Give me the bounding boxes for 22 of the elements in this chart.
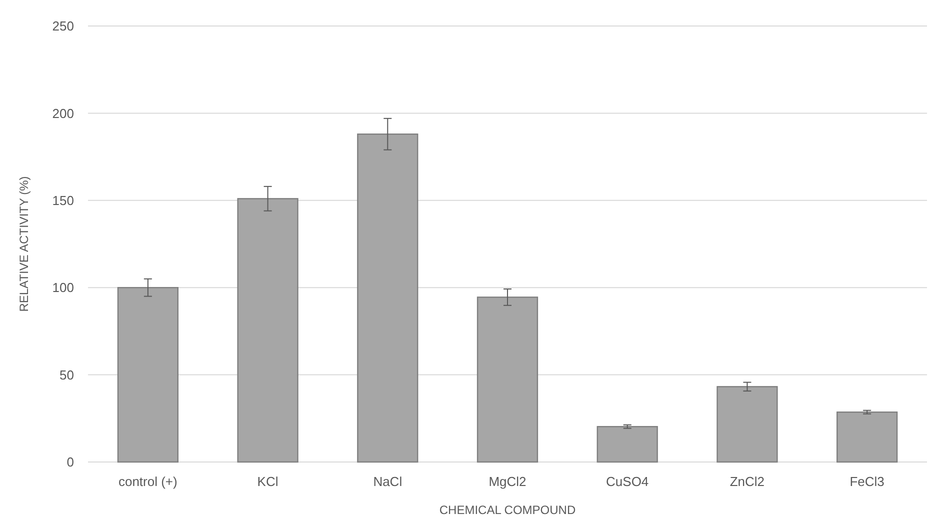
bar: [476, 296, 538, 463]
bar: [596, 426, 658, 463]
y-tick-label: 0: [66, 454, 74, 470]
bar: [237, 198, 298, 463]
x-tick-label: MgCl2: [488, 474, 526, 489]
y-axis-title: RELATIVE ACTIVITY (%): [17, 176, 31, 312]
y-tick-label: 150: [52, 192, 74, 208]
x-axis-title: CHEMICAL COMPOUND: [439, 503, 576, 517]
x-tick-label: ZnCl2: [730, 474, 765, 489]
y-tick-label: 200: [52, 106, 74, 121]
x-tick-label: control (+): [118, 474, 178, 489]
bar: [716, 386, 778, 463]
bar: [117, 287, 178, 463]
bar: [357, 134, 418, 463]
x-tick-label: NaCl: [373, 474, 402, 489]
y-tick-label: 50: [60, 367, 74, 382]
y-tick-label: 250: [52, 18, 74, 34]
x-tick-label: CuSO4: [606, 474, 649, 489]
y-tick-label: 100: [52, 280, 74, 296]
bar: [836, 412, 898, 463]
x-tick-label: KCl: [257, 474, 278, 489]
x-tick-label: FeCl3: [850, 474, 884, 489]
